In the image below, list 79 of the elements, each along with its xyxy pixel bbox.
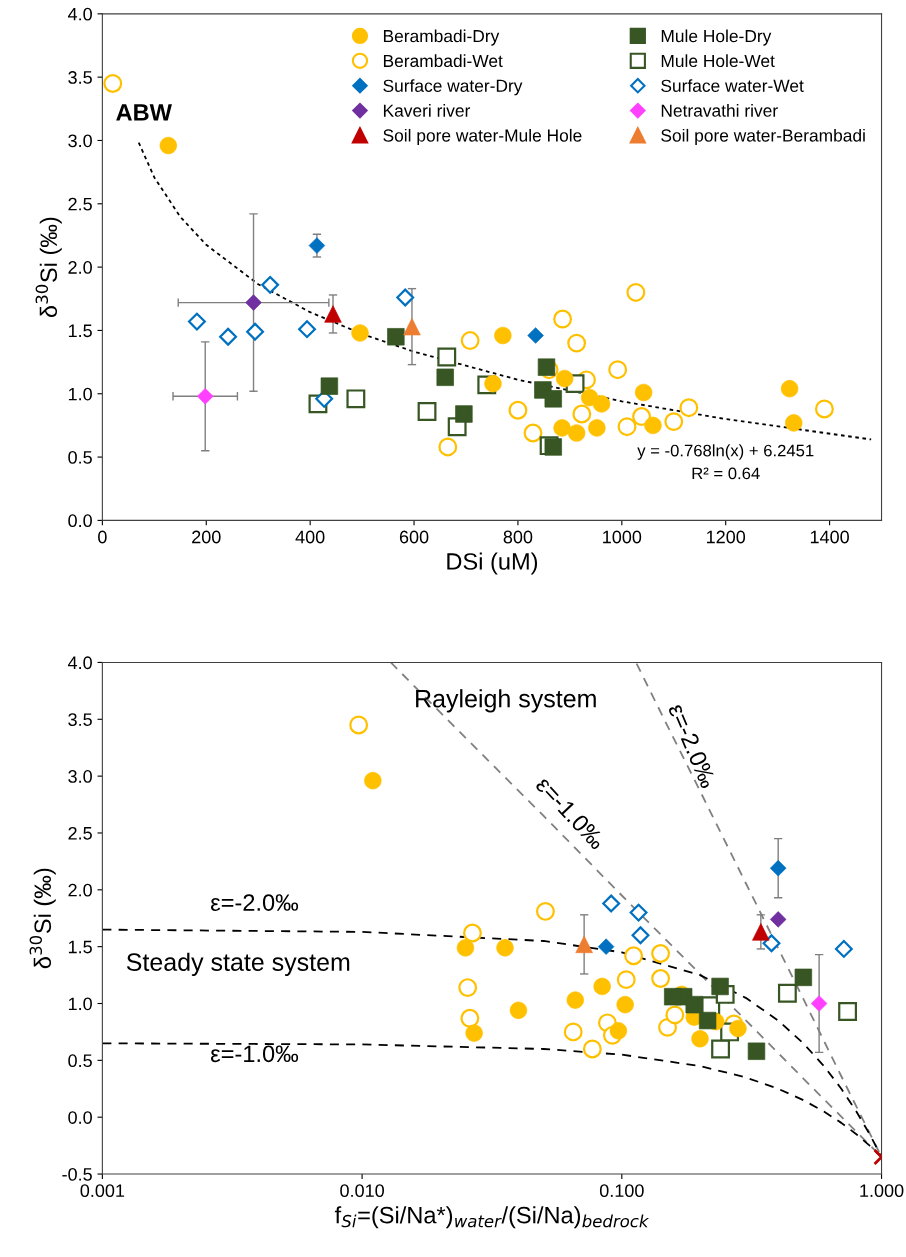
- point: [460, 331, 480, 351]
- y-tick-label: 0.5: [68, 451, 92, 464]
- y-tick-label: 3.0: [68, 770, 92, 783]
- point: [246, 322, 265, 341]
- y-tick-label: 2.0: [68, 883, 92, 897]
- point: [346, 389, 366, 409]
- point: [219, 327, 238, 346]
- series-label: ε=-2.0‰: [210, 894, 299, 911]
- y-tick-label: 4.0: [67, 7, 92, 21]
- point: [626, 283, 646, 302]
- y-tick-label: 1.0: [68, 387, 92, 401]
- legend-label: Mule Hole-Wet: [661, 54, 775, 68]
- x-tick-label: 1.000: [860, 1184, 904, 1198]
- point: [608, 360, 628, 380]
- y-axis-title: δ$^{30}$Si (‰): [29, 868, 56, 969]
- annotation: Rayleigh system: [416, 689, 596, 713]
- point: [261, 275, 280, 294]
- point: [103, 74, 123, 93]
- y-tick-label: 3.5: [68, 713, 92, 726]
- y-tick-label: 1.5: [68, 940, 92, 954]
- x-tick-label: 1000: [603, 530, 642, 544]
- point: [567, 333, 587, 353]
- series-label: ε=-1.0‰: [210, 1045, 299, 1063]
- y-tick-label: 0.0: [68, 1111, 92, 1124]
- legend-label: Berambadi-Wet: [383, 54, 503, 68]
- y-tick-label: 1.5: [68, 324, 92, 338]
- y-tick-label: 0.5: [68, 1054, 92, 1068]
- legend-label: Surface water-Dry: [383, 79, 523, 96]
- y-tick-label: 2.5: [68, 197, 92, 211]
- legend-label: Soil pore water-Mule Hole: [383, 128, 582, 146]
- x-tick-label: 1200: [707, 530, 746, 544]
- x-tick-label: 1400: [810, 530, 849, 544]
- point: [187, 312, 206, 331]
- legend-label: Kaveri river: [383, 104, 471, 117]
- point: [403, 317, 421, 336]
- legend-label: Mule Hole-Dry: [661, 29, 772, 46]
- point: [679, 398, 699, 418]
- x-tick-label: 200: [192, 530, 221, 544]
- point: [308, 237, 326, 254]
- annotation: Steady state system: [126, 952, 350, 976]
- point: [320, 377, 339, 395]
- point: [437, 347, 457, 367]
- annotation: y = -0.768ln(x) + 6.2451: [637, 444, 814, 460]
- legend-label: Soil pore water-Berambadi: [661, 128, 865, 146]
- point: [298, 320, 316, 339]
- y-tick-label: 2.0: [68, 261, 92, 274]
- point: [508, 400, 528, 420]
- point: [664, 412, 684, 432]
- y-tick-label: 1.0: [68, 997, 92, 1011]
- x-tick-label: 0.100: [599, 1184, 644, 1198]
- x-tick-label: 400: [295, 530, 325, 544]
- annotation: R² = 0.64: [692, 467, 760, 480]
- point: [417, 402, 437, 421]
- y-tick-label: 2.5: [68, 826, 92, 840]
- point: [553, 309, 573, 329]
- point: [814, 399, 834, 419]
- point: [617, 417, 637, 437]
- x-tick-label: 0: [98, 530, 107, 544]
- x-axis-title: DSi (uM): [447, 552, 538, 575]
- x-tick-label: 0.001: [80, 1184, 125, 1198]
- y-axis-title: δ$^{30}$Si (‰): [35, 217, 62, 318]
- y-tick-label: 4.0: [67, 656, 92, 670]
- x-tick-label: 0.010: [340, 1184, 384, 1198]
- legend-label: Netravathi river: [661, 104, 778, 117]
- y-tick-label: 3.0: [68, 134, 92, 148]
- x-tick-label: 800: [503, 530, 533, 544]
- point: [523, 423, 543, 443]
- y-tick-label: -0.5: [62, 1167, 92, 1181]
- point: [436, 368, 454, 386]
- x-axis-title: f$_{Si}$=(Si/Na*)$_{water}$/(Si/Na)$_{bedrock}$: [334, 1206, 650, 1229]
- point: [396, 288, 415, 307]
- legend-label: Berambadi-Dry: [383, 29, 500, 46]
- point: [572, 404, 592, 424]
- point: [438, 437, 458, 457]
- annotation: ABW: [116, 104, 172, 121]
- y-tick-label: 3.5: [68, 71, 92, 84]
- x-tick-label: 600: [399, 530, 429, 544]
- y-tick-label: 0.0: [68, 514, 92, 528]
- legend-label: Surface water-Wet: [661, 79, 804, 92]
